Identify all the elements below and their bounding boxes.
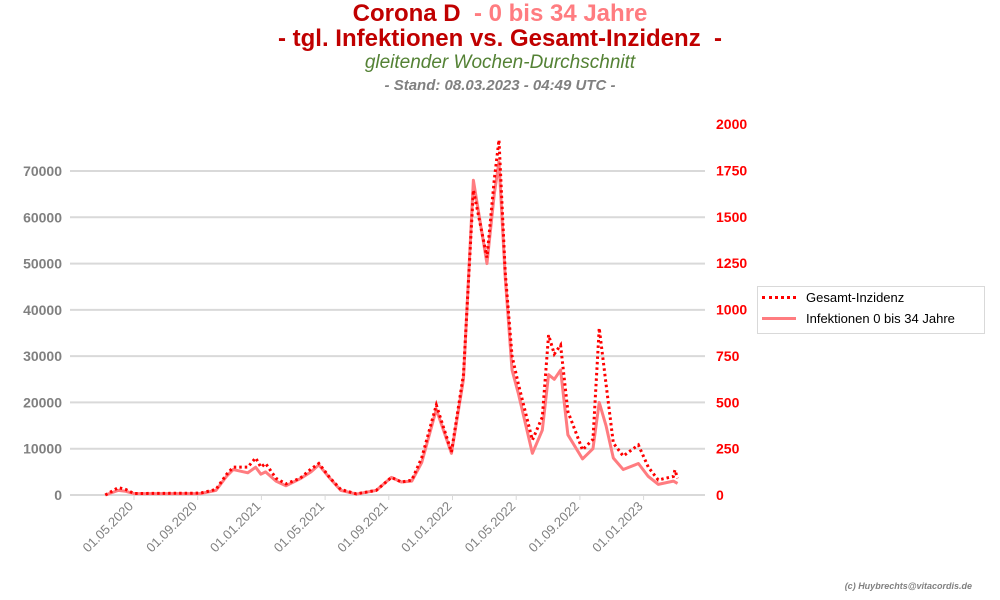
chart-title-line2: - tgl. Infektionen vs. Gesamt-Inzidenz - bbox=[277, 25, 723, 52]
y-right-tick-label: 1000 bbox=[716, 302, 747, 318]
y-right-tick-label: 0 bbox=[716, 487, 724, 503]
y-left-tick-label: 20000 bbox=[23, 394, 62, 410]
series-line-infektionen bbox=[104, 160, 679, 497]
legend-label: Gesamt-Inzidenz bbox=[806, 290, 905, 305]
y-left-tick-label: 10000 bbox=[23, 441, 62, 457]
y-right-tick-label: 1500 bbox=[716, 209, 747, 225]
x-tick-label: 01.05.2022 bbox=[462, 499, 519, 556]
y-right-tick-label: 750 bbox=[716, 348, 740, 364]
x-tick-label: 01.01.2022 bbox=[398, 499, 455, 556]
y-left-tick-label: 0 bbox=[54, 487, 62, 503]
legend-label: Infektionen 0 bis 34 Jahre bbox=[806, 311, 955, 326]
title-main: Corona D bbox=[352, 0, 468, 27]
chart-subtitle: gleitender Wochen-Durchschnitt bbox=[364, 52, 636, 73]
chart-stand: - Stand: 08.03.2023 - 04:49 UTC - bbox=[384, 77, 616, 94]
y-left-tick-label: 70000 bbox=[23, 163, 62, 179]
x-tick-label: 01.09.2020 bbox=[143, 499, 200, 556]
series-line-gesamt-inzidenz bbox=[104, 139, 679, 497]
x-tick-label: 01.09.2021 bbox=[334, 499, 391, 556]
y-right-tick-label: 500 bbox=[716, 394, 740, 410]
legend-item-infektionen: Infektionen 0 bis 34 Jahre bbox=[762, 311, 955, 326]
y-right-tick-label: 1750 bbox=[716, 162, 747, 178]
legend-swatch-infektionen bbox=[762, 317, 796, 320]
x-tick-label: 01.05.2020 bbox=[79, 499, 136, 556]
legend: Gesamt-Inzidenz Infektionen 0 bis 34 Jah… bbox=[757, 286, 985, 334]
title-agegroup: - 0 bis 34 Jahre bbox=[467, 0, 648, 27]
y-left-tick-label: 50000 bbox=[23, 256, 62, 272]
legend-swatch-inzidenz bbox=[762, 296, 796, 299]
x-tick-label: 01.05.2021 bbox=[271, 499, 328, 556]
x-tick-label: 01.01.2021 bbox=[207, 499, 264, 556]
x-tick-label: 01.09.2022 bbox=[525, 499, 582, 556]
credit: (c) Huybrechts@vitacordis.de bbox=[844, 581, 972, 591]
y-right-tick-label: 250 bbox=[716, 441, 740, 457]
x-tick-label: 01.01.2023 bbox=[589, 499, 646, 556]
y-left-tick-label: 40000 bbox=[23, 302, 62, 318]
y-right-tick-label: 2000 bbox=[716, 116, 747, 132]
legend-item-inzidenz: Gesamt-Inzidenz bbox=[762, 290, 904, 305]
y-right-tick-label: 1250 bbox=[716, 255, 747, 271]
y-left-tick-label: 60000 bbox=[23, 209, 62, 225]
y-left-tick-label: 30000 bbox=[23, 348, 62, 364]
chart-title: Corona D - 0 bis 34 Jahre bbox=[0, 0, 1000, 28]
